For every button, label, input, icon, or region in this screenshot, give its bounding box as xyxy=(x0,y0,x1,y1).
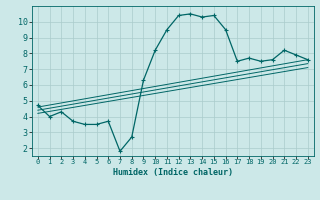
X-axis label: Humidex (Indice chaleur): Humidex (Indice chaleur) xyxy=(113,168,233,177)
